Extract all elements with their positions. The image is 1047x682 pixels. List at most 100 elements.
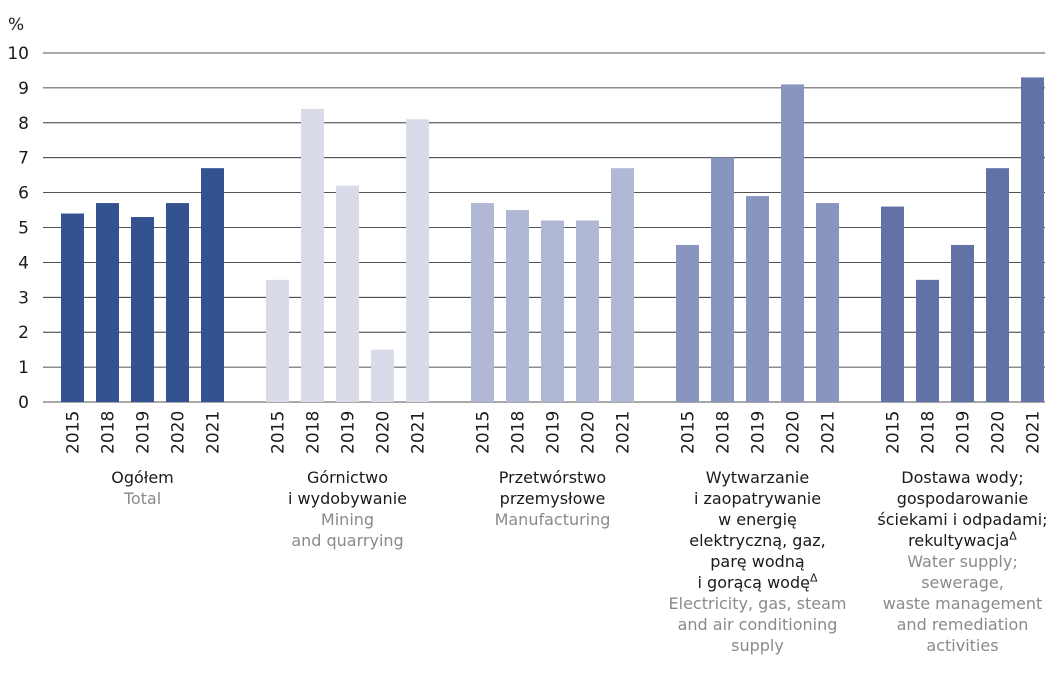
bar (711, 157, 734, 402)
group-label-pl-line: przemysłowe (499, 489, 606, 508)
group-label-en-line: Water supply; (907, 552, 1018, 571)
y-tick-label: 6 (18, 184, 29, 204)
footnote-marker: Δ (1009, 529, 1017, 543)
y-tick-label: 3 (18, 288, 29, 308)
bar (676, 244, 699, 402)
x-axis-ticks: 2015 2018 2019 2020 2021 2015 2018 2019 2020 2021… (64, 411, 1044, 454)
group-label-en-line: Electricity, gas, steam (668, 594, 847, 613)
x-tick-label: 2021 (204, 411, 224, 454)
x-tick-label: 2020 (579, 411, 599, 454)
bar (916, 279, 939, 402)
group-label-pl-line: Przetwórstwo (498, 468, 607, 487)
y-axis-ticks: 0 1 2 3 4 5 6 7 8 9 10 (7, 44, 29, 413)
y-tick-label: 9 (18, 79, 29, 99)
group-label-pl-line: Górnictwo (306, 468, 388, 487)
x-tick-label: 2015 (64, 411, 84, 454)
group-label-pl-line: parę wodną (710, 552, 805, 571)
group-label-en-line: and air conditioning (677, 615, 838, 634)
bar (986, 168, 1009, 402)
group-label-pl-line: Wytwarzanie (705, 468, 810, 487)
y-tick-label: 2 (18, 323, 29, 343)
group-label: Przetwórstwo przemysłowe Manufacturing (458, 467, 648, 530)
group-label-en-line: Mining (320, 510, 375, 529)
bar (371, 349, 394, 402)
x-tick-label: 2019 (544, 411, 564, 454)
group-label-en-line: Manufacturing (494, 510, 611, 529)
bar (336, 185, 359, 402)
group-label-pl-line: w energię (718, 510, 797, 529)
group-label-pl-line: i gorącą wodęΔ (697, 571, 818, 592)
x-tick-label: 2018 (714, 411, 734, 454)
group-label-en-line: and remediation (896, 615, 1029, 634)
y-tick-label: 8 (18, 114, 29, 134)
bar (881, 206, 904, 402)
x-tick-label: 2021 (409, 411, 429, 454)
bar (781, 84, 804, 402)
bar (471, 203, 494, 402)
x-tick-label: 2019 (339, 411, 359, 454)
y-tick-label: 10 (7, 44, 29, 64)
group-label-pl-line: i zaopatrywanie (693, 489, 822, 508)
bars (61, 77, 1044, 403)
group-label-pl-line: Ogółem (111, 468, 174, 487)
bar (506, 210, 529, 402)
group-label-pl-line: elektryczną, gaz, (689, 531, 826, 550)
x-tick-label: 2015 (474, 411, 494, 454)
bar (541, 220, 564, 402)
group-label: Dostawa wody; gospodarowanie ściekami i od… (868, 467, 1047, 656)
group-label-pl-line: rekultywacjaΔ (908, 529, 1017, 550)
group-label-en-line: and quarrying (291, 531, 404, 550)
bar (131, 217, 154, 402)
y-tick-label: 0 (18, 393, 29, 413)
x-tick-label: 2019 (954, 411, 974, 454)
bar (96, 203, 119, 402)
group-label: Górnictwo i wydobywanie Mining and quarryin… (253, 467, 443, 551)
bar (576, 220, 599, 402)
x-tick-label: 2018 (99, 411, 119, 454)
x-tick-label: 2021 (614, 411, 634, 454)
group-label-en-line: activities (926, 636, 999, 655)
x-tick-label: 2020 (374, 411, 394, 454)
y-axis-unit: % (8, 15, 24, 35)
bar (611, 168, 634, 402)
group-label-pl-line: Dostawa wody; (901, 468, 1024, 487)
x-tick-label: 2018 (509, 411, 529, 454)
x-tick-label: 2020 (784, 411, 804, 454)
x-tick-label: 2015 (269, 411, 289, 454)
y-tick-label: 5 (18, 219, 29, 239)
x-tick-label: 2015 (679, 411, 699, 454)
footnote-marker: Δ (809, 571, 818, 585)
x-tick-label: 2019 (134, 411, 154, 454)
x-tick-label: 2018 (919, 411, 939, 454)
y-tick-label: 1 (18, 358, 29, 378)
group-label-en-line: Total (123, 489, 162, 508)
bar (266, 279, 289, 402)
group-label: Wytwarzanie i zaopatrywanie w energię elekt… (663, 467, 853, 656)
x-tick-label: 2020 (989, 411, 1009, 454)
group-label-en-line: supply (731, 636, 784, 655)
group-label-pl-line: i wydobywanie (288, 489, 407, 508)
bar (951, 244, 974, 402)
group-label-en-line: sewerage, (921, 573, 1004, 592)
bar (746, 196, 769, 402)
x-tick-label: 2018 (304, 411, 324, 454)
group-label: Ogółem Total (48, 467, 238, 509)
x-tick-label: 2015 (884, 411, 904, 454)
y-tick-label: 7 (18, 149, 29, 169)
bar (166, 203, 189, 402)
x-tick-label: 2021 (819, 411, 839, 454)
bar (1021, 77, 1044, 403)
bar (301, 108, 324, 402)
bar (406, 119, 429, 402)
group-label-en-line: waste management (882, 594, 1043, 613)
x-tick-label: 2021 (1024, 411, 1044, 454)
bar (201, 168, 224, 402)
bar (816, 203, 839, 402)
y-tick-label: 4 (18, 253, 29, 273)
x-tick-label: 2019 (749, 411, 769, 454)
bar (61, 213, 84, 402)
x-tick-label: 2020 (169, 411, 189, 454)
group-label-pl-line: ściekami i odpadami; (877, 510, 1047, 529)
group-label-pl-line: gospodarowanie (896, 489, 1029, 508)
